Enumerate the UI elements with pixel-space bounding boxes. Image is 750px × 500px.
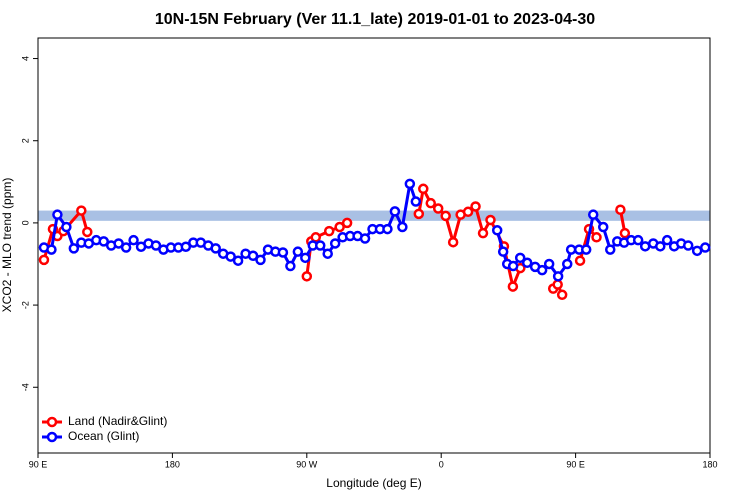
data-point: [329, 238, 341, 249]
data-point: [418, 183, 429, 195]
data-point: [382, 223, 393, 235]
x-tick-label: 180: [702, 459, 717, 469]
y-axis-label: XCO2 - MLO trend (ppm): [0, 178, 14, 313]
data-point: [404, 178, 416, 190]
legend-marker: [46, 431, 58, 443]
data-point: [491, 225, 503, 236]
legend-marker: [46, 416, 58, 428]
data-point: [323, 225, 335, 237]
data-point: [314, 240, 326, 251]
data-point: [639, 241, 651, 252]
data-point: [615, 204, 626, 216]
data-point: [255, 254, 266, 266]
data-point: [425, 197, 436, 209]
y-tick-label: 0: [20, 220, 30, 225]
data-point: [556, 289, 568, 301]
data-point: [543, 258, 555, 270]
data-point: [150, 240, 162, 251]
data-point: [225, 251, 236, 262]
data-point: [514, 252, 526, 264]
data-point: [413, 208, 425, 220]
y-tick-label: 2: [20, 138, 30, 143]
data-point: [477, 227, 489, 239]
data-point: [410, 196, 422, 207]
data-point: [699, 242, 711, 253]
reference-band: [38, 210, 710, 221]
data-point: [432, 203, 444, 214]
data-point: [597, 221, 609, 233]
data-point: [210, 243, 221, 254]
data-point: [300, 252, 311, 264]
data-point: [565, 244, 577, 255]
data-point: [341, 217, 353, 229]
data-point: [580, 244, 592, 255]
y-tick-label: 4: [20, 56, 30, 61]
x-tick-label: 90 W: [296, 459, 318, 469]
data-point: [587, 209, 599, 220]
data-point: [447, 236, 459, 248]
data-point: [507, 281, 519, 292]
data-point: [334, 221, 345, 233]
legend-label: Ocean (Glint): [68, 429, 139, 443]
data-point: [619, 227, 631, 239]
data-point: [98, 236, 109, 247]
data-point: [46, 244, 57, 255]
data-point: [120, 242, 132, 253]
x-axis-label: Longitude (deg E): [326, 476, 421, 490]
chart-title: 10N-15N February (Ver 11.1_late) 2019-01…: [155, 11, 595, 28]
data-point: [521, 257, 533, 269]
data-point: [113, 238, 124, 249]
data-point: [552, 271, 564, 282]
data-point: [277, 247, 289, 258]
data-point: [68, 243, 80, 254]
data-point: [470, 201, 481, 212]
data-point: [232, 255, 244, 266]
data-point: [561, 258, 573, 270]
data-point: [247, 250, 259, 262]
data-point: [661, 234, 673, 246]
data-point: [389, 206, 401, 217]
data-point: [552, 279, 563, 290]
data-point: [301, 271, 313, 282]
data-point: [574, 255, 586, 266]
data-point: [440, 210, 451, 222]
data-point: [38, 254, 50, 266]
data-point: [536, 264, 548, 276]
legend-label: Land (Nadir&Glint): [68, 414, 167, 428]
data-point: [507, 260, 519, 272]
x-tick-label: 90 E: [29, 459, 48, 469]
data-point: [292, 246, 304, 257]
data-point: [397, 221, 408, 233]
data-point: [322, 248, 333, 259]
data-point: [655, 241, 666, 252]
x-tick-label: 180: [165, 459, 180, 469]
y-tick-label: -2: [20, 301, 30, 309]
data-point: [485, 214, 496, 226]
data-point: [462, 206, 474, 218]
data-point: [180, 241, 192, 252]
data-point: [128, 234, 139, 246]
data-point: [285, 260, 296, 272]
x-tick-label: 90 E: [566, 459, 585, 469]
data-point: [76, 205, 87, 216]
data-point: [52, 209, 63, 220]
data-point: [310, 232, 322, 243]
data-point: [691, 245, 703, 257]
data-point: [82, 226, 93, 238]
y-tick-label: -4: [20, 383, 30, 391]
data-point: [604, 244, 616, 255]
data-point: [682, 240, 694, 251]
data-point: [497, 246, 509, 257]
x-tick-label: 0: [439, 459, 444, 469]
data-point: [591, 232, 602, 243]
data-point: [632, 234, 644, 246]
data-point: [61, 221, 72, 233]
data-point: [359, 233, 371, 244]
